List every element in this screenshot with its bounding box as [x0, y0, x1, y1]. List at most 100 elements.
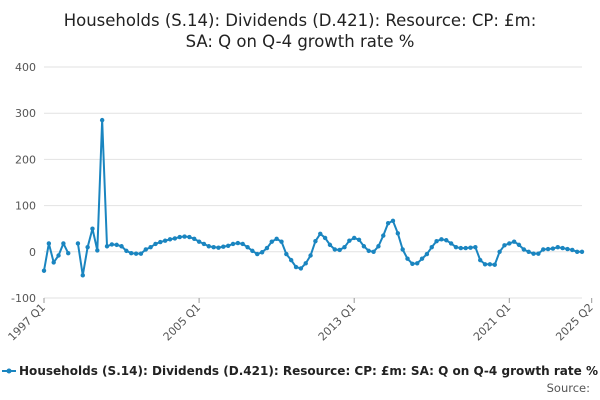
data-point[interactable] [46, 241, 52, 246]
data-point[interactable] [177, 234, 182, 240]
data-point[interactable] [579, 249, 585, 254]
data-point[interactable] [129, 250, 134, 256]
data-point[interactable] [259, 250, 265, 255]
data-point[interactable] [410, 261, 415, 267]
data-point[interactable] [424, 251, 430, 257]
data-point[interactable] [298, 266, 304, 271]
data-point[interactable] [361, 244, 367, 249]
data-point[interactable] [153, 241, 158, 247]
data-point[interactable] [434, 238, 439, 244]
data-point[interactable] [109, 242, 115, 247]
data-point[interactable] [187, 234, 192, 240]
data-point[interactable] [182, 234, 187, 239]
data-point[interactable] [85, 244, 90, 250]
data-point[interactable] [313, 238, 318, 244]
data-point[interactable] [492, 262, 497, 267]
data-point[interactable] [124, 248, 129, 254]
data-point[interactable] [303, 261, 308, 266]
data-point[interactable] [555, 244, 560, 250]
data-point[interactable] [133, 251, 139, 256]
data-point[interactable] [230, 241, 236, 247]
data-point[interactable] [453, 244, 459, 250]
data-point[interactable] [550, 246, 556, 251]
data-point[interactable] [356, 237, 362, 242]
data-point[interactable] [293, 264, 299, 270]
data-point[interactable] [565, 246, 570, 252]
data-point[interactable] [415, 261, 420, 266]
data-point[interactable] [225, 243, 231, 248]
data-point[interactable] [541, 247, 546, 252]
data-point[interactable] [439, 237, 444, 242]
data-point[interactable] [41, 268, 47, 273]
data-point[interactable] [352, 235, 357, 241]
data-point[interactable] [240, 241, 245, 247]
data-point[interactable] [376, 244, 381, 249]
data-point[interactable] [216, 245, 221, 250]
data-point[interactable] [288, 257, 294, 263]
data-point[interactable] [104, 244, 110, 249]
data-point[interactable] [148, 244, 153, 250]
data-point[interactable] [90, 226, 95, 231]
data-point[interactable] [531, 251, 536, 256]
data-point[interactable] [322, 235, 328, 241]
data-point[interactable] [221, 244, 226, 249]
data-point[interactable] [66, 250, 71, 256]
data-point[interactable] [192, 236, 197, 242]
data-point[interactable] [468, 245, 473, 250]
data-point[interactable] [162, 238, 168, 243]
data-point[interactable] [235, 240, 241, 246]
data-point[interactable] [138, 251, 144, 256]
data-point[interactable] [80, 273, 85, 278]
data-point[interactable] [478, 257, 483, 263]
data-point[interactable] [167, 237, 173, 242]
data-point[interactable] [574, 249, 580, 254]
data-point[interactable] [308, 253, 313, 258]
data-point[interactable] [502, 243, 507, 248]
data-point[interactable] [390, 218, 396, 224]
data-point[interactable] [274, 236, 279, 242]
data-point[interactable] [250, 248, 255, 254]
data-point[interactable] [95, 248, 100, 253]
data-point[interactable] [99, 117, 105, 123]
data-point[interactable] [269, 239, 274, 244]
data-point[interactable] [75, 241, 81, 246]
data-point[interactable] [114, 242, 119, 248]
data-point[interactable] [511, 239, 517, 244]
data-point[interactable] [201, 241, 207, 247]
data-point[interactable] [395, 231, 401, 236]
data-point[interactable] [536, 251, 541, 256]
data-point[interactable] [284, 251, 289, 257]
data-point[interactable] [337, 247, 342, 253]
data-point[interactable] [61, 241, 66, 246]
data-point[interactable] [458, 245, 464, 251]
data-point[interactable] [158, 239, 163, 245]
data-point[interactable] [429, 244, 434, 250]
data-point[interactable] [327, 242, 333, 248]
data-point[interactable] [381, 233, 386, 238]
data-point[interactable] [255, 251, 260, 257]
data-point[interactable] [497, 249, 502, 254]
data-point[interactable] [482, 262, 488, 267]
data-point[interactable] [143, 247, 148, 252]
data-point[interactable] [245, 244, 250, 250]
data-point[interactable] [463, 245, 468, 251]
data-point[interactable] [119, 244, 124, 249]
data-point[interactable] [211, 244, 216, 250]
data-point[interactable] [385, 220, 391, 226]
data-point[interactable] [196, 239, 202, 244]
data-point[interactable] [332, 247, 338, 252]
data-point[interactable] [347, 238, 352, 243]
data-point[interactable] [318, 231, 323, 236]
data-point[interactable] [521, 247, 527, 252]
data-point[interactable] [51, 260, 56, 265]
data-point[interactable] [570, 247, 575, 253]
data-point[interactable] [405, 256, 410, 261]
data-point[interactable] [487, 262, 493, 267]
data-point[interactable] [172, 236, 178, 241]
data-point[interactable] [448, 241, 454, 246]
data-point[interactable] [206, 244, 211, 249]
data-point[interactable] [279, 239, 284, 244]
data-point[interactable] [342, 244, 347, 250]
data-point[interactable] [444, 238, 449, 243]
legend[interactable]: Households (S.14): Dividends (D.421): Re… [2, 363, 598, 378]
